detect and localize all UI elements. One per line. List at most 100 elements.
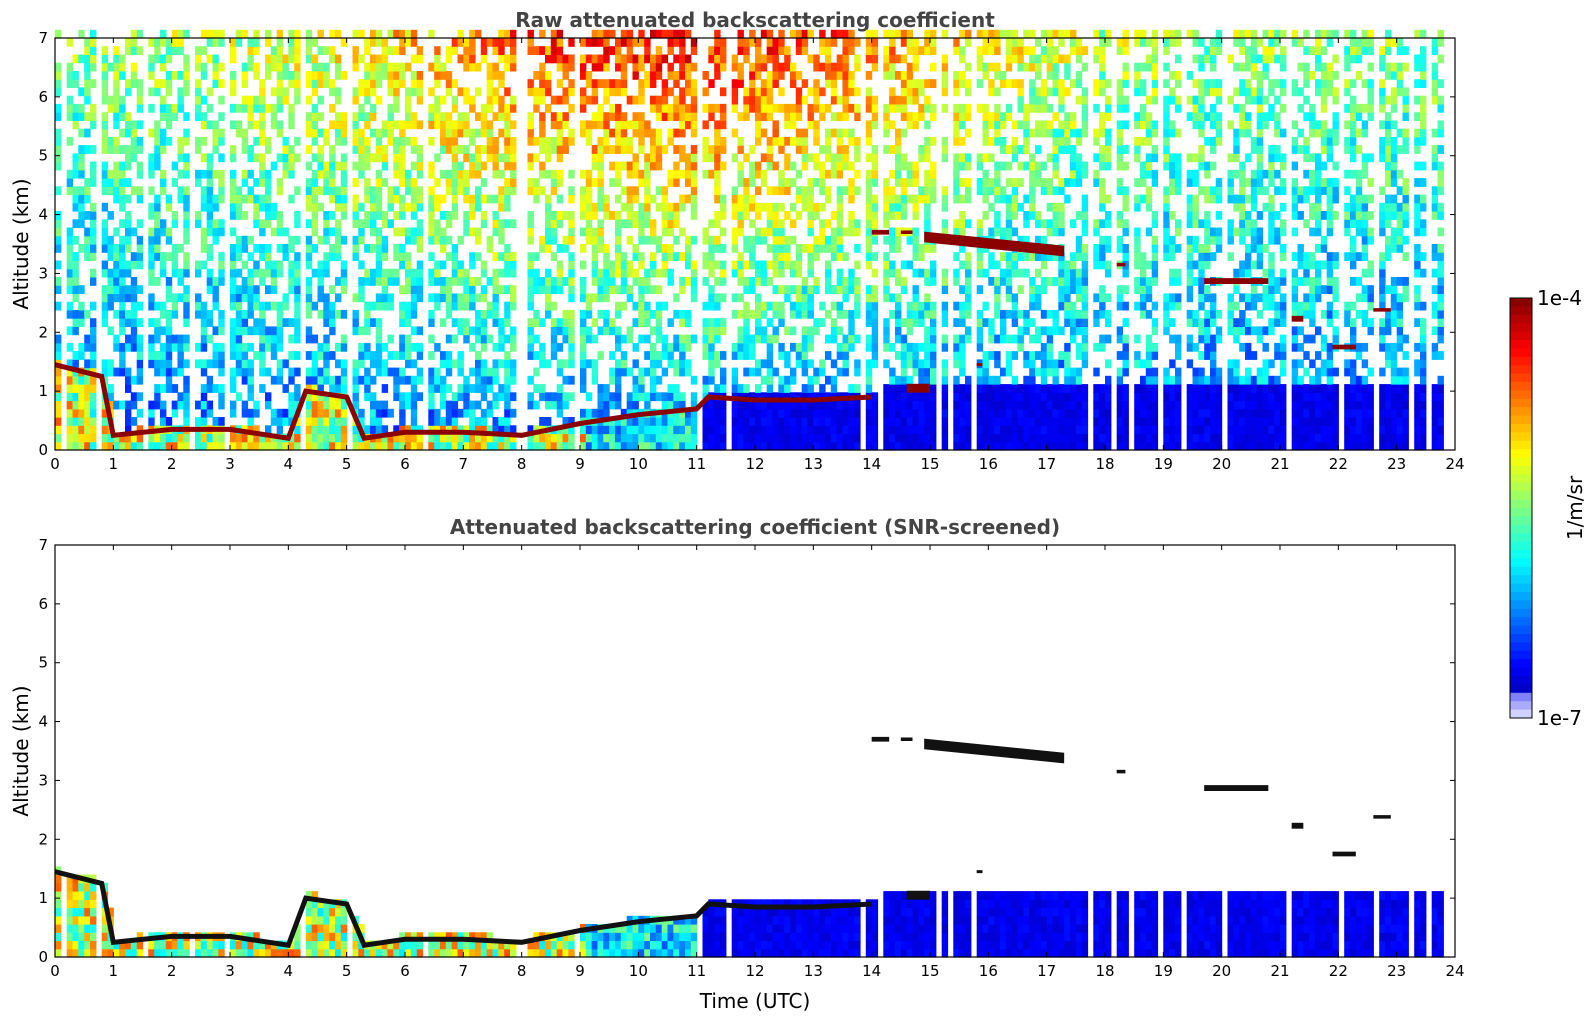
x-tick-label: 24 (1445, 455, 1464, 473)
raw-x-ticks: 0 1 2 3 4 5 6 7 8 9 10 11 12 13 14 15 16 17 18 19 20 21 22 23 24 (50, 38, 1465, 473)
colorbar-band (1510, 541, 1532, 551)
colorbar-band (1510, 676, 1532, 685)
x-tick-label: 20 (1212, 455, 1231, 473)
x-tick-label: 21 (1270, 455, 1289, 473)
x-tick-label: 15 (920, 455, 939, 473)
colorbar-band (1510, 432, 1532, 442)
x-tick-label: 20 (1212, 962, 1231, 980)
x-tick-label: 0 (50, 455, 60, 473)
x-tick-label: 19 (1154, 962, 1173, 980)
colorbar-band (1510, 331, 1532, 341)
x-axis-label: Time (UTC) (699, 989, 811, 1013)
x-tick-label: 8 (517, 962, 527, 980)
x-tick-label: 2 (167, 455, 177, 473)
x-tick-label: 24 (1445, 962, 1464, 980)
y-tick-label: 7 (38, 536, 48, 554)
x-tick-label: 1 (109, 962, 119, 980)
raw-y-ticks: 0 1 2 3 4 5 6 7 (38, 29, 1455, 459)
colorbar-band (1510, 634, 1532, 643)
colorbar-band (1510, 382, 1532, 391)
x-tick-label: 14 (862, 962, 881, 980)
screened-heatmap (54, 736, 1444, 958)
y-tick-label: 6 (38, 595, 48, 613)
colorbar-unit-label: 1/m/sr (1563, 475, 1587, 540)
colorbar-band (1510, 298, 1532, 307)
raw-panel-title: Raw attenuated backscattering coefficien… (515, 8, 995, 32)
colorbar-band (1510, 373, 1532, 383)
y-tick-label: 4 (38, 206, 48, 224)
colorbar-band (1510, 508, 1532, 517)
colorbar-band (1510, 592, 1532, 601)
y-tick-label: 4 (38, 713, 48, 731)
screened-y-ticks: 0 1 2 3 4 5 6 7 (38, 536, 1455, 966)
colorbar-band (1510, 642, 1532, 652)
colorbar-max-label: 1e-4 (1537, 286, 1582, 310)
colorbar: 1e-4 1e-7 1/m/sr (1509, 286, 1587, 730)
screened-panel-title: Attenuated backscattering coefficient (S… (450, 515, 1060, 539)
colorbar-band (1510, 407, 1532, 417)
colorbar-band (1510, 457, 1532, 467)
x-tick-label: 18 (1095, 962, 1114, 980)
colorbar-band (1510, 390, 1532, 400)
colorbar-band (1510, 667, 1532, 677)
colorbar-band (1510, 558, 1532, 568)
raw-heatmap (54, 29, 1444, 451)
colorbar-frame (1509, 297, 1533, 719)
x-tick-label: 12 (745, 962, 764, 980)
colorbar-band (1510, 474, 1532, 484)
x-tick-label: 6 (400, 962, 410, 980)
colorbar-band (1510, 524, 1532, 534)
x-tick-label: 4 (284, 962, 294, 980)
y-tick-label: 7 (38, 29, 48, 47)
raw-backscatter-panel: Raw attenuated backscattering coefficien… (9, 8, 1465, 473)
x-tick-label: 22 (1329, 962, 1348, 980)
colorbar-gradient (1510, 298, 1532, 719)
y-tick-label: 3 (38, 264, 48, 282)
x-tick-label: 0 (50, 962, 60, 980)
colorbar-band (1510, 550, 1532, 559)
x-tick-label: 23 (1387, 962, 1406, 980)
colorbar-band (1510, 348, 1532, 358)
screened-backscatter-panel: Attenuated backscattering coefficient (S… (9, 515, 1465, 1013)
colorbar-band (1510, 365, 1532, 375)
x-tick-label: 10 (629, 455, 648, 473)
y-tick-label: 1 (38, 889, 48, 907)
colorbar-band (1510, 566, 1532, 576)
x-tick-label: 19 (1154, 455, 1173, 473)
colorbar-band (1510, 575, 1532, 585)
x-tick-label: 17 (1037, 962, 1056, 980)
colorbar-band (1510, 600, 1532, 610)
colorbar-band (1510, 684, 1532, 694)
colorbar-band (1510, 533, 1532, 543)
y-tick-label: 1 (38, 382, 48, 400)
y-tick-label: 6 (38, 88, 48, 106)
x-tick-label: 13 (804, 962, 823, 980)
colorbar-band (1510, 306, 1532, 316)
y-tick-label: 2 (38, 830, 48, 848)
x-tick-label: 16 (979, 455, 998, 473)
colorbar-band (1510, 516, 1532, 526)
x-tick-label: 22 (1329, 455, 1348, 473)
x-tick-label: 15 (920, 962, 939, 980)
colorbar-band (1510, 650, 1532, 660)
x-tick-label: 5 (342, 455, 352, 473)
colorbar-band (1510, 398, 1532, 408)
raw-y-axis-label: Altitude (km) (9, 178, 33, 309)
colorbar-band (1510, 625, 1532, 635)
y-tick-label: 2 (38, 323, 48, 341)
x-tick-label: 7 (459, 455, 469, 473)
x-tick-label: 11 (687, 962, 706, 980)
x-tick-label: 10 (629, 962, 648, 980)
y-tick-label: 0 (38, 441, 48, 459)
x-tick-label: 18 (1095, 455, 1114, 473)
x-tick-label: 8 (517, 455, 527, 473)
colorbar-band (1510, 692, 1532, 702)
x-tick-label: 17 (1037, 455, 1056, 473)
x-tick-label: 12 (745, 455, 764, 473)
colorbar-band (1510, 482, 1532, 492)
colorbar-band (1510, 659, 1532, 669)
colorbar-band (1510, 449, 1532, 459)
colorbar-band (1510, 499, 1532, 509)
x-tick-label: 11 (687, 455, 706, 473)
